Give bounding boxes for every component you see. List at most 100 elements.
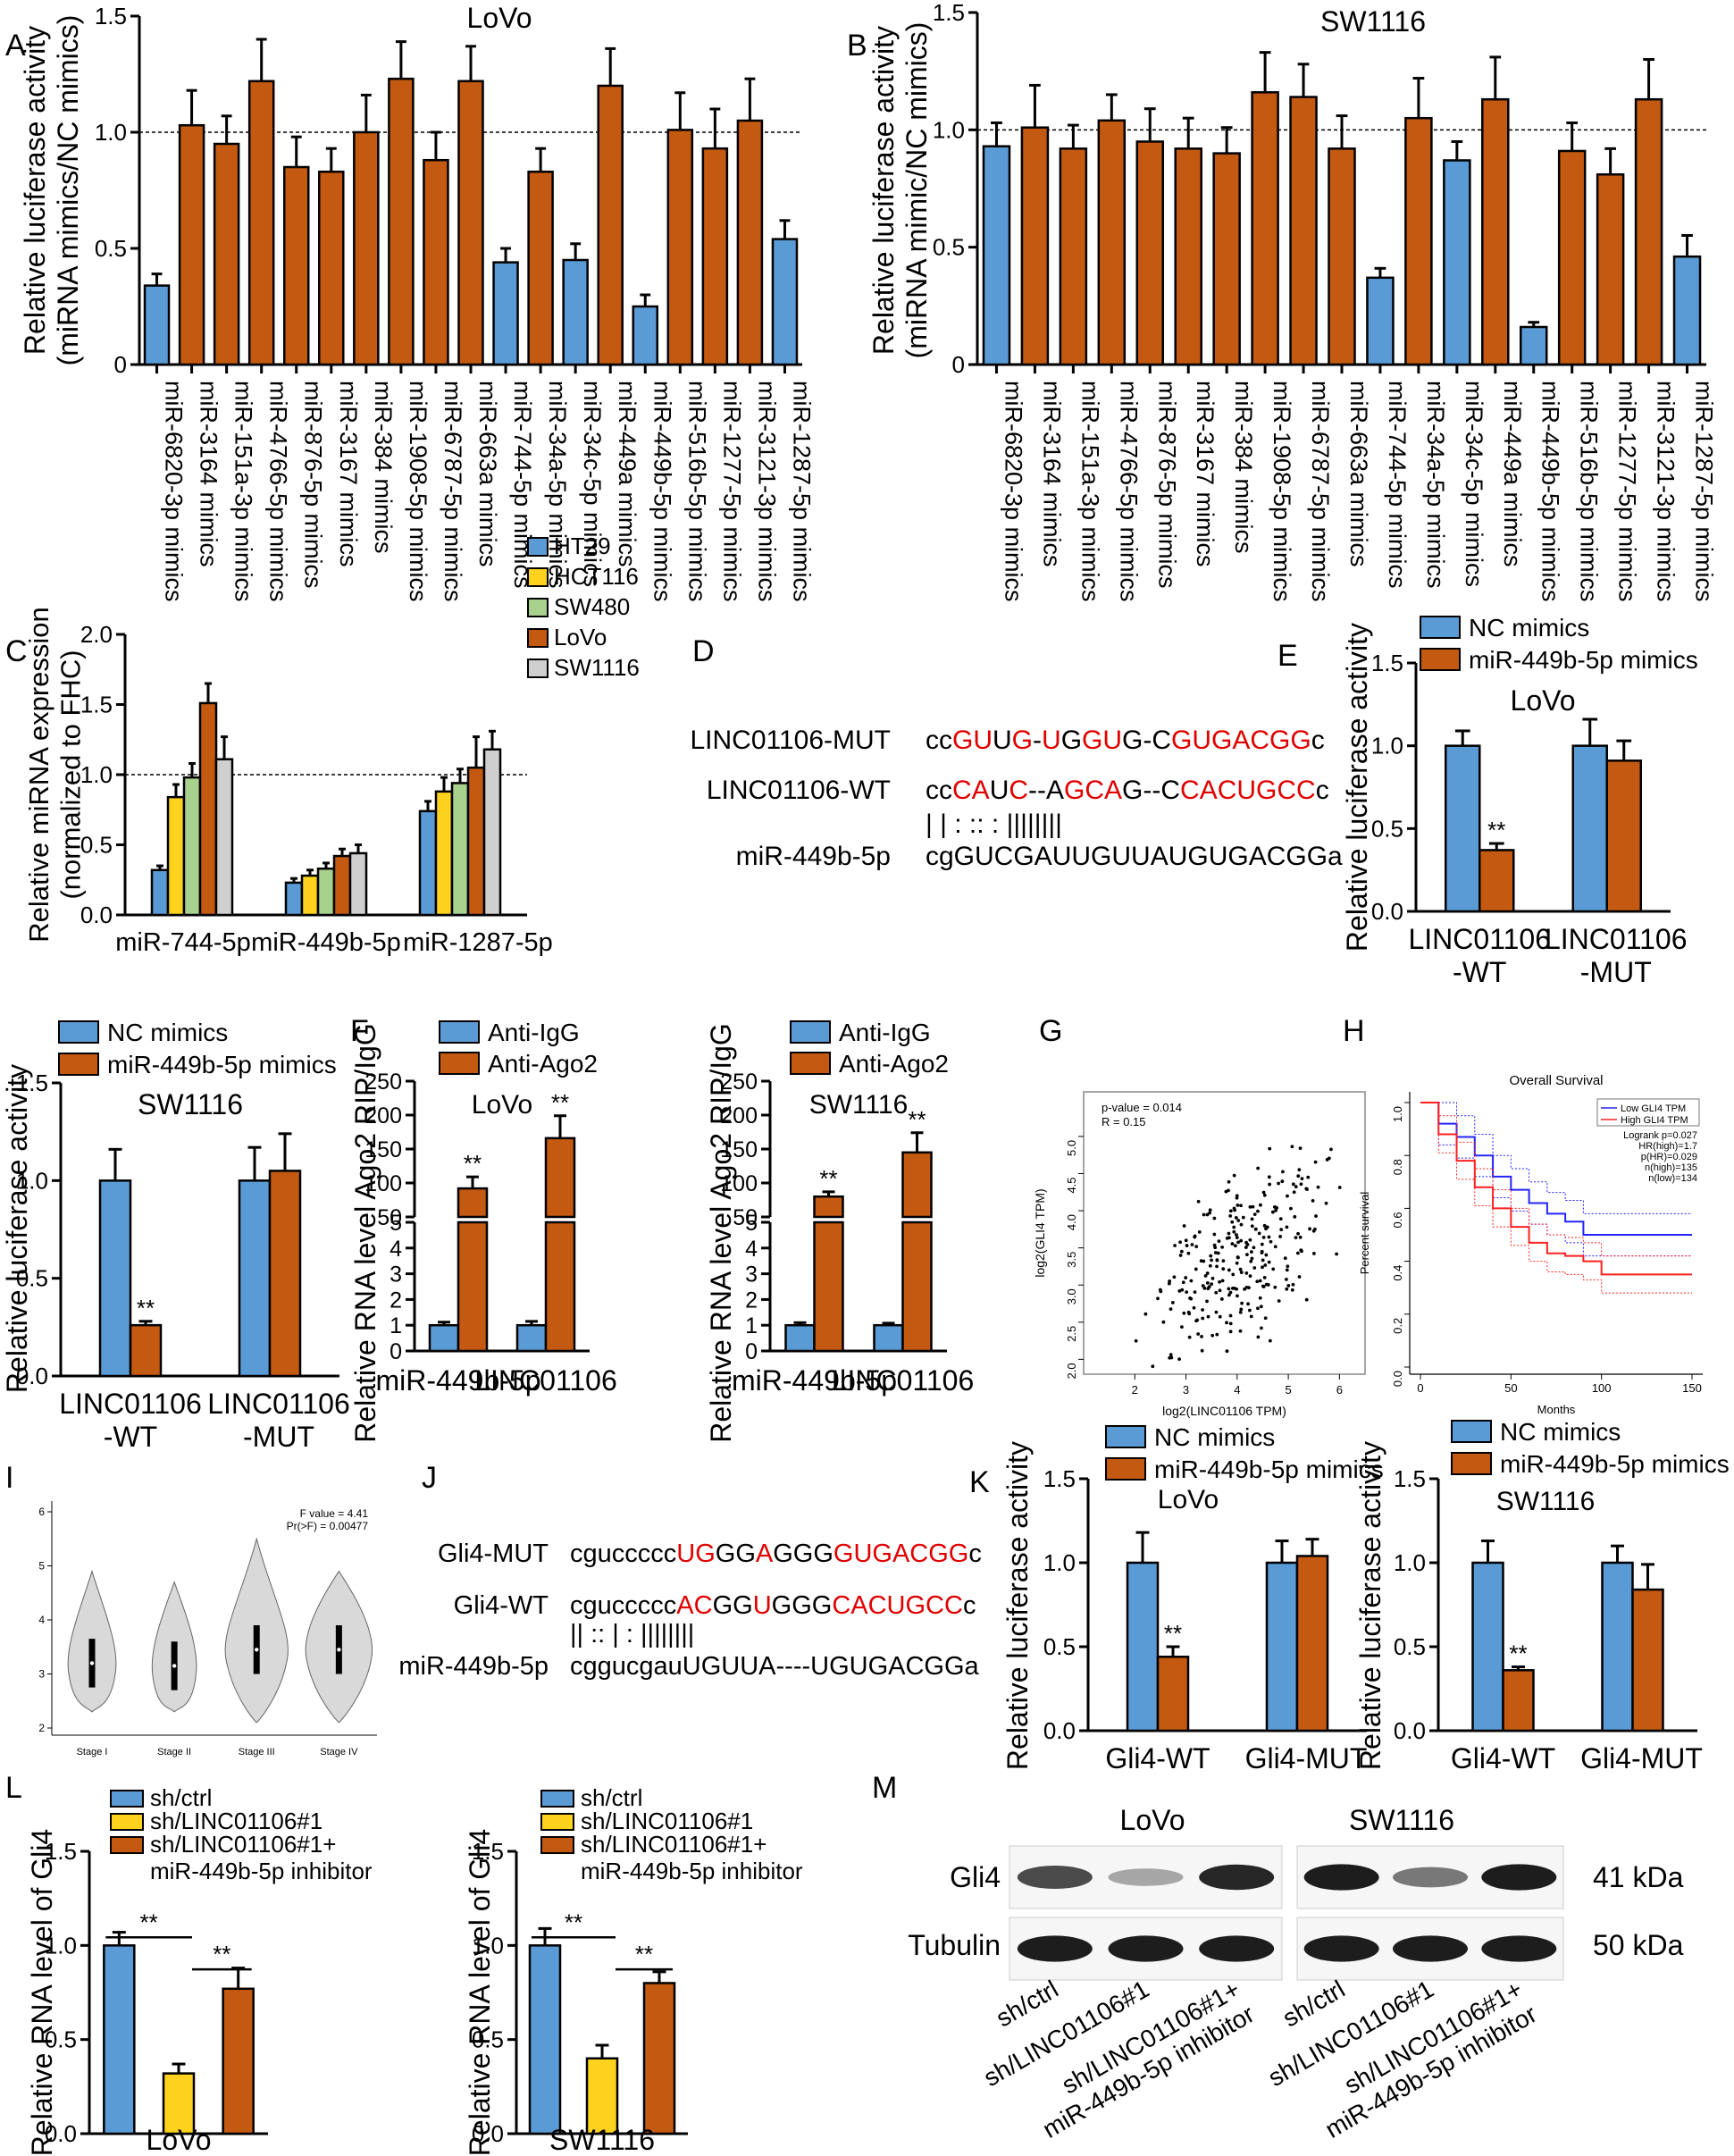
x-tick-label: 50 [1504,1381,1517,1395]
panel-label: M [872,1771,897,1805]
scatter-point [1218,1314,1222,1319]
scatter-point [1239,1307,1244,1312]
scatter-point [1278,1235,1282,1238]
bar [1519,325,1548,366]
scatter-point [1210,1333,1215,1338]
scatter-point [1196,1199,1201,1204]
scatter-point [1228,1313,1233,1318]
scatter-point [1261,1190,1266,1195]
bar [482,748,502,917]
scatter-point [1230,1220,1235,1224]
scatter-point [1197,1230,1202,1234]
sequence-segment: GG [716,1539,756,1568]
scatter-point [1272,1205,1277,1209]
sequence-segment: G--C [1122,776,1180,805]
scatter-point [1253,1227,1258,1231]
y-axis-label: Relative miRNA expression(normalized to … [23,607,87,943]
x-tick-label: miR-744-5p [115,928,251,957]
legend-label: miR-449b-5p mimics [1469,646,1698,674]
plot-frame [1083,1091,1366,1375]
x-tick-label: LINC01106 -MUT [207,1388,350,1453]
stat-annotation: Pr(>F) = 0.00477 [287,1520,369,1532]
scatter-point [1186,1310,1191,1314]
scatter-point [1234,1215,1238,1220]
legend-label: Anti-IgG [488,1019,580,1046]
scatter-point [1273,1245,1277,1249]
scatter-point [1212,1243,1217,1247]
bar [1328,147,1356,366]
panel-label: K [969,1465,990,1499]
y-tick-label: 0.0 [1043,1717,1076,1744]
y-tick-label: 5 [38,1560,45,1573]
bar [268,1170,302,1378]
x-tick-label: miR-516b-5p mimics [683,381,710,602]
violin-median [172,1664,177,1668]
x-tick-label: miR-1277-5p mimics [718,381,745,602]
scatter-point [1214,1290,1219,1295]
scatter-point [1293,1214,1297,1219]
scatter-point [1244,1246,1248,1249]
legend-label: NC mimics [1469,614,1589,642]
scatter-point [1244,1240,1248,1245]
legend-label: LoVo [554,624,607,650]
y-tick-label: 1.0 [45,1932,77,1959]
bar [736,119,764,366]
scatter-point [1201,1284,1205,1288]
y-tick-label: 6 [38,1506,45,1518]
bar [1135,140,1165,366]
bar [1097,119,1127,366]
x-tick-label: 6 [1336,1383,1343,1397]
significance-mark: ** [1164,1620,1182,1647]
x-tick-label: Stage I [77,1747,108,1758]
scatter-point [1210,1258,1213,1263]
bar [1404,116,1433,366]
scatter-point [1200,1348,1204,1353]
scatter-point [1169,1307,1173,1312]
bar [1601,1561,1634,1732]
y-tick-label: 0.5 [933,234,965,261]
scatter-point [1294,1236,1298,1240]
y-tick-label: 0.0 [80,902,113,928]
scatter-point [1278,1217,1283,1221]
scatter-point [1238,1310,1243,1314]
sequence-panel-D: LINC01106-MUT ccGUUG-UGGUG-CGUGACGGcLINC0… [690,726,1343,871]
scatter-point [1221,1267,1226,1271]
sequence-segment: || :: | : |||||||| [570,1620,694,1648]
bar [597,84,624,366]
x-tick-label: miR-6820-3p mimics [1000,381,1026,602]
bar [1251,91,1279,366]
scatter-point [1299,1248,1303,1253]
text-line: sh/LINC01106#1+ [150,1831,336,1858]
x-tick-label: 2 [1132,1383,1138,1397]
scatter-point [1205,1299,1209,1304]
y-axis-label: Relative RNA level Ago2 RIP/IgG [705,1023,737,1443]
legend-label: sh/LINC01106#1+ miR-449b-5p inhibitor [581,1831,803,1884]
y-tick-label: 0.0 [1391,1371,1404,1387]
scatter-point [1313,1160,1318,1164]
scatter-point [1267,1175,1271,1179]
legend-swatch [527,598,549,617]
scatter-point [1297,1168,1302,1172]
bar [1596,172,1625,366]
y-tick-label: 0.5 [45,2026,77,2053]
cell-line-label: LoVo [1120,1804,1185,1836]
scatter-point [1286,1284,1291,1288]
scatter-point [1239,1222,1244,1227]
x-tick-label: miR-1287-5p mimics [1691,381,1718,602]
sequence-segment: cgGUCGAUUGUUAUGUGACGGa [926,842,1343,871]
significance-mark: ** [213,1941,230,1967]
scatter-point [1230,1242,1235,1246]
y-tick-label: 0.5 [80,832,113,859]
scatter-point [1221,1259,1226,1263]
scatter-point [1256,1335,1261,1339]
scatter-point [1202,1212,1206,1217]
bar [129,1323,163,1378]
stat-annotation: p-value = 0.014 [1102,1101,1182,1114]
stat-annotation: n(high)=135 [1645,1162,1697,1173]
y-tick-label: 1.0 [1371,733,1403,759]
scatter-point [1277,1181,1280,1186]
x-tick-label: miR-4766-5p mimics [1115,381,1142,602]
sequence-label: LINC01106-MUT [690,726,891,755]
